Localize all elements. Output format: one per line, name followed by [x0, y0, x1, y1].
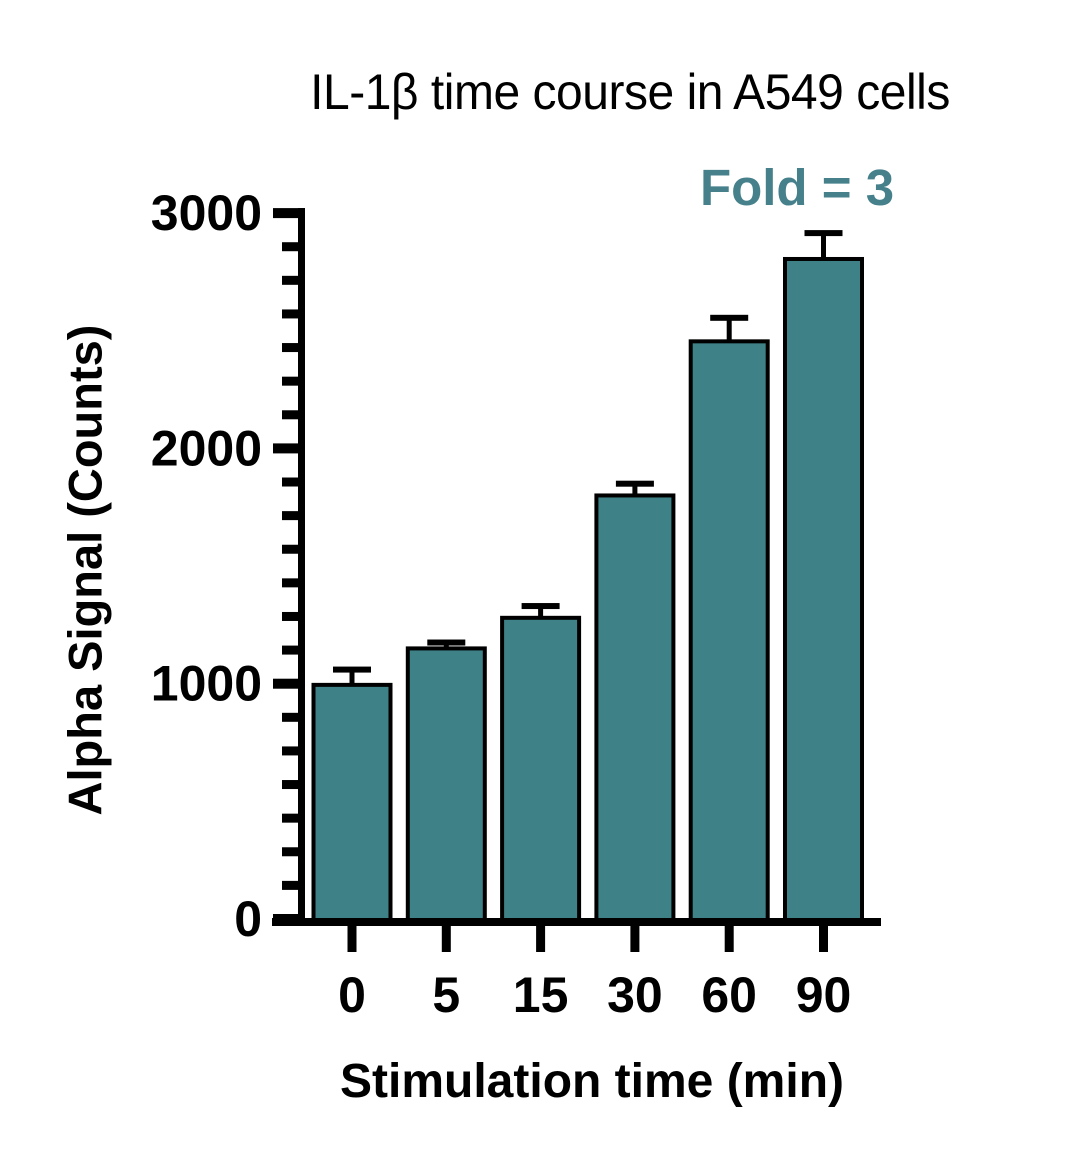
y-major-tick [273, 443, 305, 454]
error-bar-cap [615, 480, 654, 487]
bar-30min [594, 493, 676, 922]
y-minor-tick [282, 376, 305, 386]
x-tick [536, 918, 546, 952]
x-tick [724, 918, 734, 952]
y-tick-label: 0 [234, 891, 262, 947]
x-tick-label: 90 [796, 967, 852, 1023]
y-minor-tick [282, 544, 305, 554]
x-tick-label: 15 [513, 967, 569, 1023]
y-minor-tick [282, 780, 305, 790]
x-tick [819, 918, 828, 952]
y-tick-label: 2000 [151, 420, 262, 476]
y-minor-tick [282, 410, 305, 420]
bar-5min [405, 646, 487, 923]
bar-15min [500, 615, 582, 922]
y-minor-tick [282, 847, 305, 857]
y-minor-tick [282, 746, 305, 756]
error-bar-cap [427, 639, 466, 646]
x-axis-line [272, 918, 881, 926]
y-minor-tick [282, 242, 305, 252]
y-minor-tick [282, 813, 305, 823]
error-bar-cap [333, 666, 371, 673]
y-minor-tick [282, 309, 305, 319]
x-tick-label: 0 [338, 967, 366, 1023]
x-tick-label: 60 [701, 967, 757, 1023]
bar-0min [311, 682, 393, 923]
y-major-tick [273, 208, 305, 219]
y-tick-label: 1000 [151, 656, 262, 712]
error-bar-stem [538, 606, 544, 622]
error-bar-cap [710, 314, 749, 321]
error-bar-cap [804, 230, 843, 237]
y-minor-tick [282, 880, 305, 890]
bar-60min [688, 339, 770, 922]
y-minor-tick [282, 511, 305, 521]
x-tick [347, 918, 357, 952]
y-minor-tick [282, 578, 305, 588]
error-bar-stem [821, 233, 826, 263]
y-minor-tick [282, 645, 305, 655]
error-bar-cap [521, 603, 560, 610]
x-tick-label: 30 [607, 967, 663, 1023]
x-tick [630, 918, 640, 952]
error-bar-stem [349, 669, 355, 689]
bar-90min [783, 256, 864, 922]
x-tick [441, 918, 451, 952]
y-minor-tick [282, 477, 305, 487]
y-minor-tick [282, 712, 305, 722]
chart-title: IL-1β time course in A549 cells [310, 64, 950, 120]
fold-annotation: Fold = 3 [699, 159, 895, 216]
error-bar-stem [632, 483, 638, 500]
x-tick-label: 5 [432, 967, 460, 1023]
x-axis-title: Stimulation time (min) [340, 1055, 844, 1108]
y-axis-line [298, 208, 305, 927]
y-major-tick [273, 678, 305, 689]
y-minor-tick [282, 343, 305, 353]
y-tick-label: 3000 [151, 185, 262, 241]
y-minor-tick [282, 611, 305, 621]
error-bar-stem [726, 317, 732, 346]
y-minor-tick [282, 275, 305, 285]
